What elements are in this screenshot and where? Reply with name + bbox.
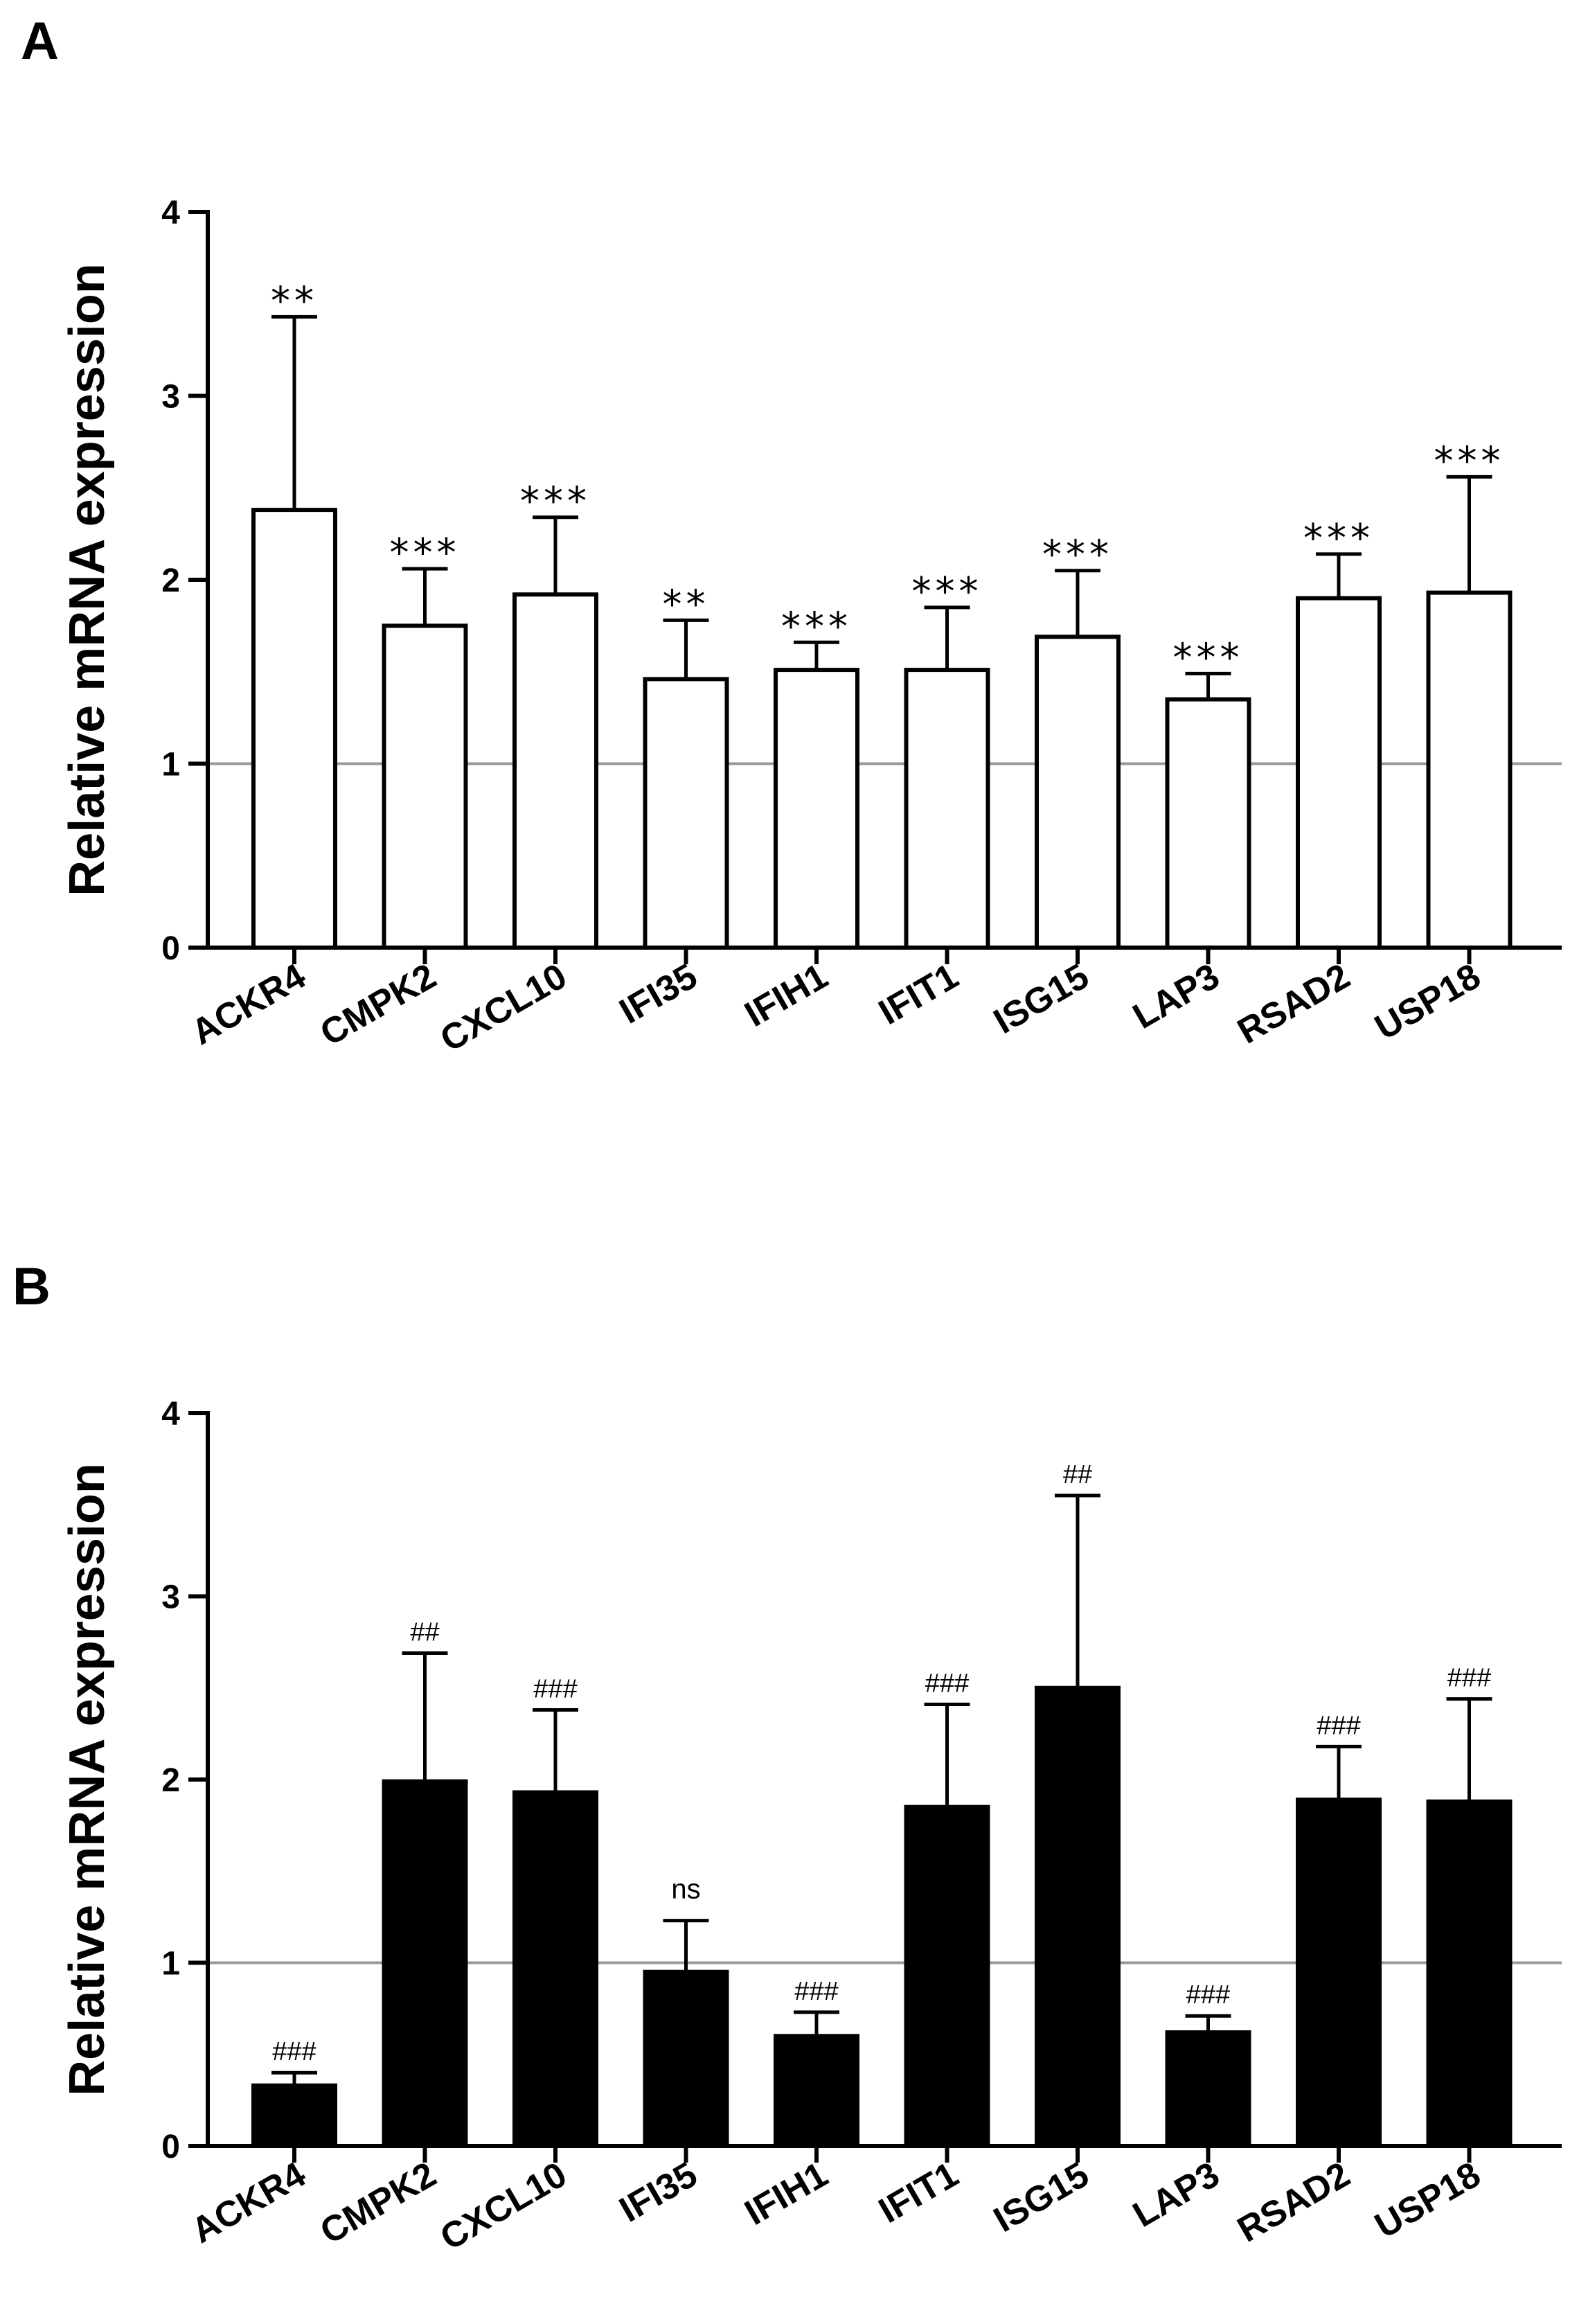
chart-a-significance-label: ***	[912, 569, 983, 614]
chart-a-significance-label: ***	[1042, 533, 1113, 578]
chart-b-y-tick-label: 2	[161, 1762, 180, 1799]
chart-a-significance-label: ***	[520, 479, 591, 524]
chart-a-significance-label: ***	[1303, 516, 1374, 561]
chart-b-significance-label: ###	[1447, 1664, 1491, 1693]
chart-b-significance-label: ###	[1317, 1711, 1360, 1740]
chart-b-y-tick-label: 1	[161, 1946, 180, 1983]
chart-a-y-tick-label: 4	[161, 195, 180, 231]
chart-b-significance-label: ###	[1186, 1980, 1230, 2010]
chart-a-bar-ifih1	[774, 668, 859, 950]
panel-label-a: A	[21, 12, 59, 71]
chart-a-significance-label: ***	[781, 604, 852, 649]
chart-a-significance-label: **	[271, 278, 318, 323]
chart-b-category-label: RSAD2	[1231, 2154, 1357, 2250]
chart-a-bar-lap3	[1165, 697, 1251, 950]
chart-a-y-tick-label: 3	[161, 379, 180, 416]
chart-b-significance-label: ###	[925, 1669, 969, 1698]
chart-b-bar-usp18	[1426, 1799, 1513, 2148]
chart-b-bar-lap3	[1165, 2030, 1251, 2149]
chart-b-bar-ifi35	[643, 1969, 729, 2149]
chart-a-bar-isg15	[1035, 635, 1121, 950]
chart-a-y-axis-title: Relative mRNA expression	[60, 263, 115, 896]
chart-b-y-axis-title: Relative mRNA expression	[60, 1463, 115, 2096]
chart-b-category-label: LAP3	[1126, 2154, 1226, 2235]
chart-a-bar-rsad2	[1296, 596, 1382, 950]
chart-b-significance-label: ###	[533, 1674, 577, 1703]
chart-b-bar-isg15	[1035, 1685, 1121, 2148]
chart-a-significance-label: ***	[390, 531, 461, 576]
chart-b-category-label: IFIT1	[872, 2154, 965, 2231]
chart-b-significance-label: ###	[794, 1977, 838, 2006]
chart-b-significance-label: ###	[272, 2037, 316, 2066]
chart-b-category-label: CXCL10	[434, 2154, 573, 2258]
chart-b-bar-rsad2	[1296, 1798, 1382, 2148]
chart-a-y-tick-label: 2	[161, 562, 180, 599]
chart-b-significance-label: ##	[1063, 1460, 1092, 1489]
chart-b-bar-cmpk2	[382, 1779, 468, 2148]
chart-a-significance-label: **	[663, 582, 710, 627]
chart-b-bar-ifit1	[904, 1804, 990, 2149]
chart-b-category-label: CMPK2	[314, 2154, 443, 2252]
chart-b-category-label: ACKR4	[185, 2154, 312, 2251]
chart-b-bar-cxcl10	[512, 1790, 598, 2148]
chart-a-significance-label: ***	[1434, 438, 1505, 484]
chart-b-category-label: IFIH1	[738, 2154, 835, 2233]
chart-b-significance-label: ##	[410, 1617, 439, 1647]
panel-label-b: B	[12, 1257, 51, 1316]
chart-b-category-label: IFI35	[613, 2154, 704, 2230]
chart-b-category-label: ISG15	[987, 2154, 1096, 2240]
chart-b-y-tick-label: 0	[161, 2129, 180, 2165]
chart-a-y-tick-label: 0	[161, 930, 180, 967]
chart-a-y-tick-label: 1	[161, 747, 180, 783]
chart-b-bar-ifih1	[774, 2034, 859, 2149]
chart-b-y-tick-label: 4	[161, 1396, 180, 1432]
chart-a-significance-label: ***	[1173, 635, 1244, 680]
chart-b-bar-ackr4	[251, 2083, 337, 2149]
chart-b-significance-label: ns	[671, 1874, 700, 1905]
chart-b-category-label: USP18	[1368, 2154, 1488, 2246]
chart-b-y-tick-label: 3	[161, 1579, 180, 1616]
